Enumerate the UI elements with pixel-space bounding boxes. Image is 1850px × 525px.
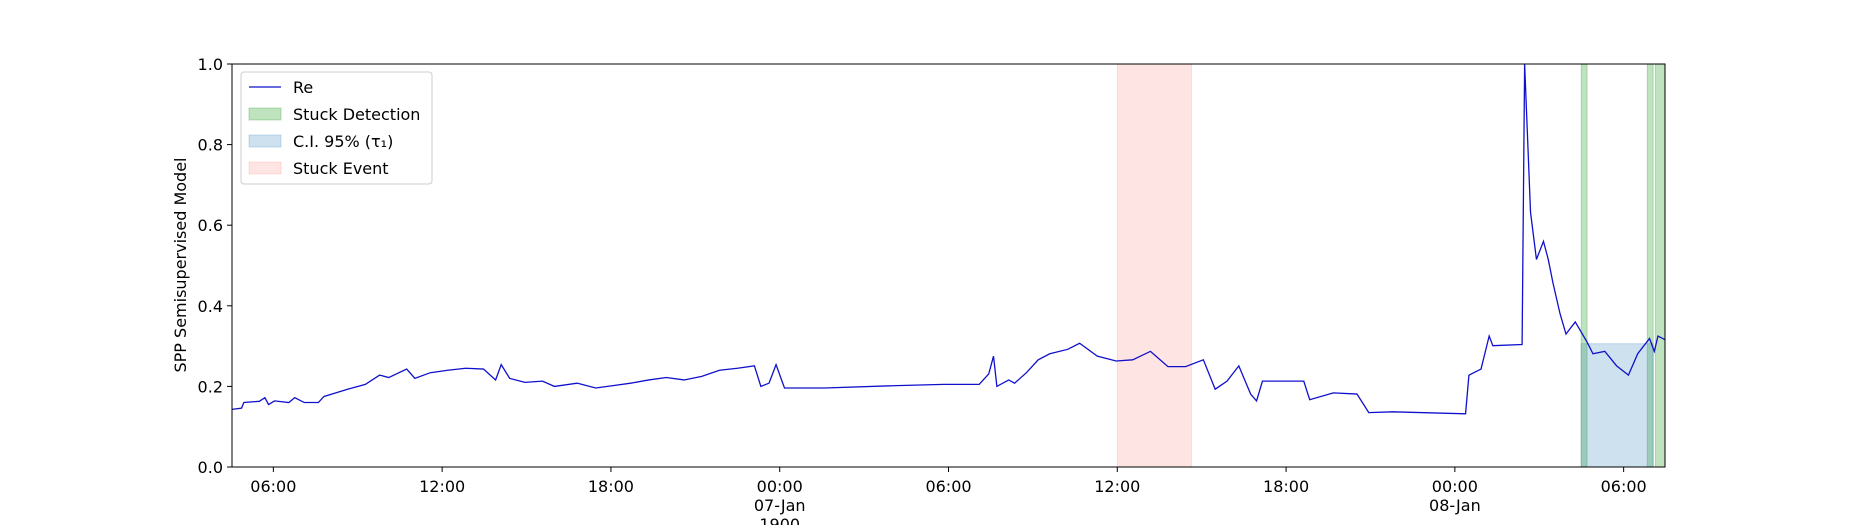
data-line	[231, 63, 1666, 415]
span	[1580, 343, 1654, 468]
x-tick-label: 12:00	[419, 477, 465, 496]
x-tick-label: 06:00	[250, 477, 296, 496]
legend-swatch	[248, 134, 282, 148]
x-tick-label: 18:00	[1263, 477, 1309, 496]
x-tick-label: 00:00 07-Jan 1900	[754, 477, 806, 525]
legend-box	[240, 71, 433, 185]
x-tick-label: 00:00 08-Jan	[1429, 477, 1481, 515]
x-tick-label: 18:00	[588, 477, 634, 496]
y-tick-label: 0.0	[198, 458, 223, 477]
legend-swatch	[248, 107, 282, 121]
y-axis-label: SPP Semisupervised Model	[171, 158, 190, 373]
span	[1116, 63, 1193, 468]
y-tick-label: 0.6	[198, 216, 223, 235]
y-tick-label: 0.4	[198, 297, 223, 316]
x-tick-label: 06:00	[1601, 477, 1647, 496]
x-tick-label: 12:00	[1094, 477, 1140, 496]
plot-frame	[231, 63, 1666, 468]
span	[1654, 63, 1666, 468]
x-tick-label: 06:00	[925, 477, 971, 496]
y-tick-label: 0.8	[198, 136, 223, 155]
y-tick-label: 0.2	[198, 377, 223, 396]
y-tick-label: 1.0	[198, 55, 223, 74]
legend-swatch	[248, 161, 282, 175]
legend-label: C.I. 95% (τ₁)	[293, 132, 393, 151]
legend-label: Re	[293, 78, 313, 97]
legend-label: Stuck Detection	[293, 105, 420, 124]
legend-label: Stuck Event	[293, 159, 389, 178]
